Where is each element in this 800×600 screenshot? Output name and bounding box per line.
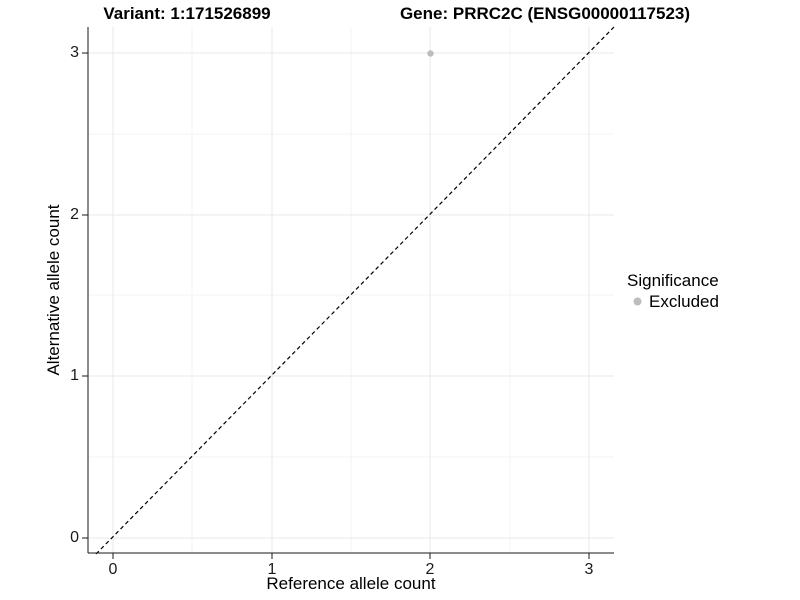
legend-key-point-icon — [633, 297, 642, 306]
gene-title: Gene: PRRC2C (ENSG00000117523) — [399, 4, 691, 23]
y-axis-title: Alternative allele count — [44, 204, 63, 376]
y-tick-label-2: 2 — [70, 206, 79, 223]
variant-title: Variant: 1:171526899 — [103, 4, 271, 23]
y-tick-label-1: 1 — [70, 367, 79, 384]
x-tick-label-3: 3 — [584, 561, 594, 578]
identity-line — [95, 26, 615, 555]
x-tick-label-2: 2 — [425, 561, 435, 578]
x-tick-label-0: 0 — [108, 561, 118, 578]
grid-major-lines — [88, 27, 614, 553]
legend-title: Significance — [627, 271, 719, 290]
y-tick-label-0: 0 — [70, 529, 79, 546]
x-tick-label-1: 1 — [267, 561, 277, 578]
legend-item-excluded: Excluded — [649, 292, 719, 311]
y-tick-label-3: 3 — [70, 44, 79, 61]
axis-lines — [87, 27, 614, 554]
tick-marks — [82, 52, 590, 559]
x-axis-title: Reference allele count — [266, 574, 436, 593]
grid-minor-lines — [88, 27, 614, 553]
data-point-excluded — [427, 50, 434, 57]
